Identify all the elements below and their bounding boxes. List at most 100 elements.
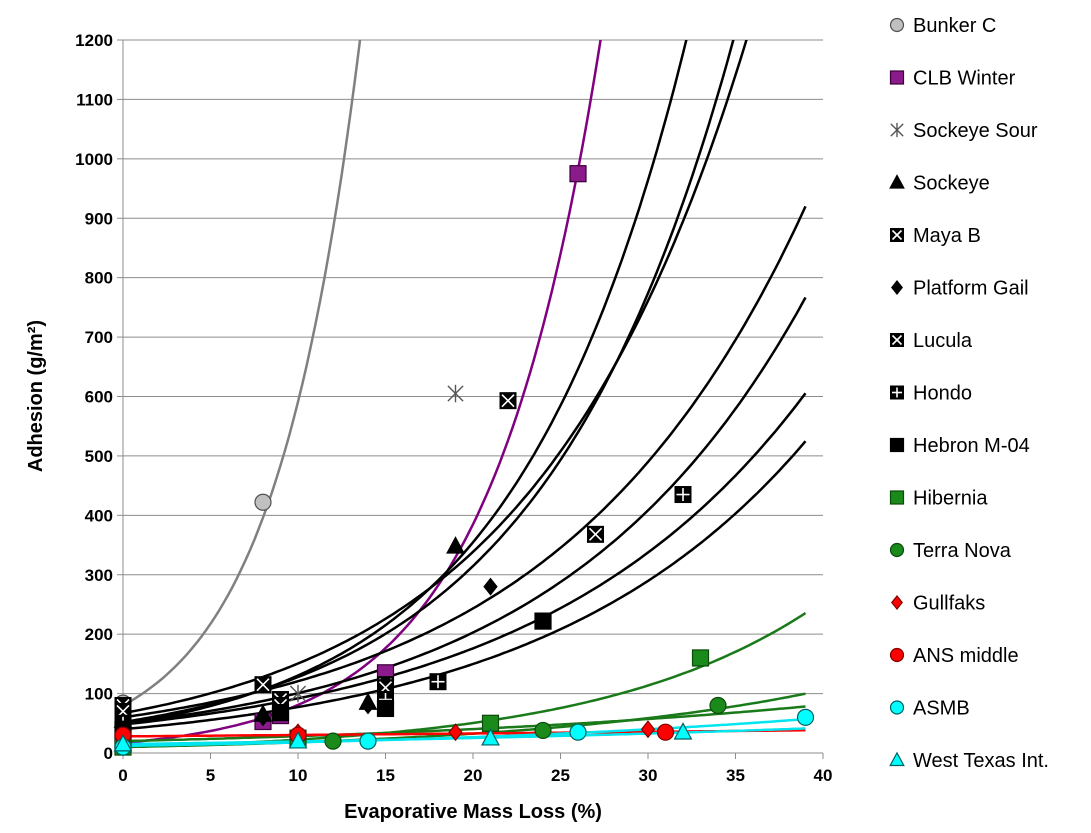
legend-marker: [889, 70, 905, 85]
data-point: [656, 723, 675, 741]
y-tick-label: 400: [85, 506, 113, 525]
legend-label: Lucula: [913, 330, 973, 352]
fit-line: [123, 727, 806, 746]
legend-label: Terra Nova: [913, 540, 1012, 562]
data-point: [254, 676, 272, 694]
fit-line: [123, 705, 806, 743]
x-tick-label: 5: [206, 766, 215, 785]
y-tick-label: 0: [104, 744, 113, 763]
y-tick-label: 900: [85, 209, 113, 228]
fit-lines: [123, 40, 807, 749]
legend-marker: [889, 542, 905, 558]
legend-label: Sockeye: [913, 173, 990, 195]
x-tick-label: 35: [726, 766, 745, 785]
legend-label: Platform Gail: [913, 278, 1029, 300]
legend-marker: [890, 228, 904, 242]
data-point: [569, 165, 587, 183]
legend-marker: [890, 385, 904, 400]
fit-line: [123, 392, 807, 726]
fit-line: [123, 40, 602, 745]
y-tick-label: 1100: [76, 90, 113, 109]
data-point: [534, 721, 552, 740]
data-point: [447, 384, 464, 403]
data-point: [534, 612, 552, 630]
x-tick-label: 0: [118, 766, 127, 785]
data-point: [587, 525, 604, 543]
data-point: [691, 649, 710, 667]
x-tick-label: 15: [376, 766, 395, 785]
y-tick-label: 1000: [75, 150, 113, 169]
data-point: [481, 728, 500, 746]
legend-marker: [889, 700, 905, 715]
y-tick-label: 500: [85, 447, 113, 466]
legend-marker: [890, 122, 904, 138]
data-point: [255, 708, 271, 727]
y-axis-title: Adhesion (g/m²): [25, 320, 47, 472]
x-tick-label: 40: [814, 766, 833, 785]
data-point: [360, 696, 376, 715]
legend-label: Maya B: [913, 225, 981, 247]
x-axis-title: Evaporative Mass Loss (%): [344, 801, 602, 823]
tick-labels: 0100200300400500600700800900100011001200…: [75, 31, 832, 785]
data-point: [674, 486, 692, 504]
legend: Bunker C CLB Winter Sockeye Sour Sockeye May…: [889, 15, 1049, 772]
data-point: [254, 493, 272, 511]
data-point: [288, 731, 308, 749]
data-point: [376, 699, 395, 718]
fit-line: [123, 40, 748, 715]
y-tick-label: 800: [85, 269, 113, 288]
x-tick-label: 30: [639, 766, 658, 785]
data-point: [673, 722, 693, 740]
data-point: [429, 673, 447, 691]
y-tick-label: 1200: [75, 31, 113, 50]
legend-label: Sockeye Sour: [913, 120, 1038, 142]
data-point: [569, 723, 587, 741]
data-point: [446, 536, 465, 554]
legend-marker: [889, 647, 905, 663]
legend-label: Gullfaks: [913, 593, 985, 615]
legend-marker: [891, 595, 903, 610]
data-points: [113, 165, 815, 756]
fit-line: [123, 205, 807, 719]
data-point: [359, 732, 377, 750]
data-point: [271, 703, 290, 722]
legend-marker: [889, 751, 905, 767]
data-point: [709, 696, 727, 715]
data-point: [324, 732, 342, 750]
x-tick-label: 10: [289, 766, 308, 785]
y-tick-label: 700: [85, 328, 113, 347]
data-point: [796, 708, 815, 726]
data-point: [448, 723, 463, 742]
data-point: [499, 392, 517, 410]
x-tick-label: 25: [551, 766, 570, 785]
data-point: [483, 577, 498, 596]
legend-label: Hondo: [913, 383, 972, 405]
legend-marker: [889, 437, 905, 453]
legend-label: Hebron M-04: [913, 435, 1030, 457]
fit-line: [123, 440, 807, 731]
y-tick-label: 600: [85, 388, 113, 407]
data-point: [289, 684, 307, 703]
legend-marker: [889, 174, 905, 189]
legend-label: Bunker C: [913, 15, 996, 37]
legend-label: Hibernia: [913, 488, 988, 510]
legend-label: CLB Winter: [913, 68, 1016, 90]
y-tick-label: 300: [85, 566, 113, 585]
legend-label: West Texas Int.: [913, 750, 1049, 772]
y-tick-label: 100: [85, 685, 113, 704]
legend-label: ASMB: [913, 698, 970, 720]
fit-line: [123, 40, 362, 707]
y-tick-label: 200: [85, 625, 113, 644]
legend-marker: [889, 490, 905, 505]
x-tick-label: 20: [464, 766, 483, 785]
legend-label: ANS middle: [913, 645, 1019, 667]
legend-marker: [891, 280, 903, 295]
axes: [117, 39, 824, 759]
fit-line: [123, 296, 807, 725]
data-point: [640, 720, 656, 739]
data-point: [113, 734, 133, 752]
legend-marker: [890, 333, 904, 347]
legend-marker: [889, 17, 905, 33]
